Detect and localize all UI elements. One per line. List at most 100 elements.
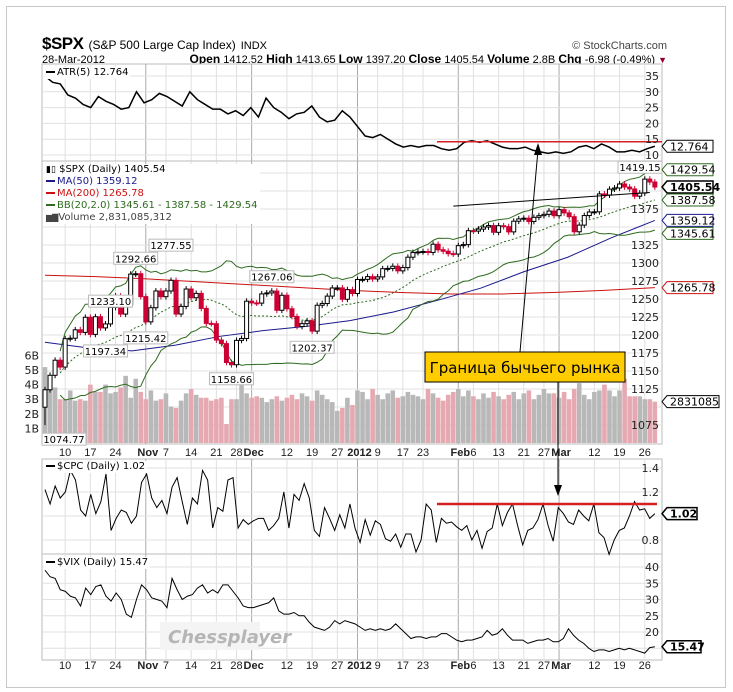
volume-bar — [113, 391, 118, 443]
volume-bar — [128, 397, 133, 443]
volume-bar — [274, 396, 280, 443]
volume-bar — [183, 393, 189, 443]
candle-body — [496, 225, 502, 233]
y-tick-atr: 30 — [645, 86, 659, 99]
point-label: 1215.42 — [125, 334, 166, 345]
candle-body — [234, 339, 240, 366]
volume-bar — [576, 383, 582, 443]
volume-bar — [627, 396, 632, 443]
volume-bar — [471, 396, 476, 443]
volume-bar — [481, 393, 486, 443]
volume-bar — [52, 387, 58, 443]
candle-body — [218, 339, 224, 345]
legend-price: ▮▯ $SPX (Daily) 1405.54 MA(50) 1359.12 M… — [44, 164, 260, 224]
x-tick-label: Mar — [551, 660, 571, 672]
candle-body — [309, 320, 315, 332]
candle-body — [596, 193, 602, 213]
volume-bar — [516, 399, 522, 443]
x-tick-label: 19 — [613, 447, 625, 459]
volume-bar — [72, 400, 78, 443]
candle-body — [264, 292, 270, 295]
x-tick-label: 12 — [588, 447, 600, 459]
y-tick-price: 1300 — [631, 257, 659, 270]
volume-bar — [143, 399, 149, 443]
volume-bar — [587, 399, 592, 443]
volume-bar — [612, 396, 617, 443]
legend-bb: BB(20,2.0) 1345.61 - 1387.58 - 1429.54 — [46, 200, 258, 212]
symbol: $SPX — [42, 34, 84, 53]
candle-icon: ▮▯ — [46, 165, 56, 175]
candle-body — [425, 250, 431, 253]
volume-bar — [314, 390, 320, 443]
x-tick-label: Dec — [244, 447, 264, 459]
volume-bar — [415, 396, 421, 443]
volume-bar — [77, 399, 83, 443]
point-label: 1267.06 — [251, 273, 292, 284]
x-tick-label: 12 — [588, 660, 600, 672]
quote-date: 28-Mar-2012 — [42, 54, 105, 66]
volume-bar — [536, 394, 542, 443]
y-tick-vix: 25 — [645, 610, 659, 623]
candle-body — [420, 250, 426, 253]
candle-body — [506, 226, 512, 233]
legend-atr: ATR(5) 12.764 — [44, 67, 131, 79]
candle-body — [622, 183, 628, 188]
value-tag — [661, 139, 714, 153]
candle-body — [254, 302, 260, 305]
volume-bar — [123, 375, 128, 443]
bb-upper-line — [59, 169, 655, 352]
candle-body — [465, 230, 471, 246]
candle-body — [415, 251, 421, 254]
close-value: 1405.54 — [444, 54, 485, 66]
volume-bar — [571, 388, 577, 443]
candle-body — [430, 243, 436, 253]
y-tick-price: 1275 — [631, 275, 659, 288]
candle-body — [314, 304, 320, 332]
copyright[interactable]: © StockCharts.com — [572, 40, 667, 52]
volume-bar — [284, 397, 290, 443]
candle-body — [486, 225, 492, 228]
x-tick-label: Mar — [551, 447, 571, 459]
legend-ma200: MA(200) 1265.78 — [46, 188, 258, 200]
volume-bar — [597, 390, 602, 443]
candle-body — [193, 292, 199, 299]
quote-summary: Open 1412.52 High 1413.65 Low 1397.20 Cl… — [190, 52, 668, 66]
point-label-box — [249, 270, 295, 284]
value-tag-text: 1345.61 — [670, 227, 716, 240]
candle-body — [612, 187, 618, 190]
x-tick-label: 24 — [109, 660, 121, 672]
y-tick-volume: 2B — [24, 408, 39, 421]
x-tick-label: 21 — [518, 447, 530, 459]
candle-body — [178, 305, 184, 315]
volume-bar — [47, 384, 53, 443]
volume-bar — [455, 388, 461, 443]
volume-bar — [556, 397, 562, 443]
candle-body — [370, 276, 376, 280]
candle-body — [67, 337, 73, 340]
x-tick-label: 27 — [538, 660, 550, 672]
volume-bar — [360, 391, 365, 443]
volume-bar — [158, 399, 164, 443]
x-tick-label: 27 — [331, 447, 343, 459]
candle-body — [72, 329, 78, 339]
y-tick-volume: 5B — [24, 364, 39, 377]
candle-body — [62, 338, 68, 368]
candle-body — [274, 290, 280, 311]
candle-body — [375, 276, 381, 280]
candle-body — [652, 181, 658, 188]
y-tick-cpc: 1.4 — [642, 462, 660, 475]
volume-bar — [173, 407, 179, 443]
volume-label: Volume — [487, 52, 530, 66]
y-tick-vix: 20 — [645, 626, 659, 639]
volume-bar — [486, 397, 491, 443]
point-label-box — [148, 238, 194, 252]
volume-bar — [521, 393, 527, 443]
volume-bar — [445, 394, 451, 443]
volume-bar — [622, 378, 627, 443]
point-label-box — [41, 432, 87, 446]
candle-body — [354, 279, 360, 295]
candle-body — [365, 276, 371, 280]
x-tick-label: 14 — [185, 447, 197, 459]
volume-bar — [375, 394, 380, 443]
